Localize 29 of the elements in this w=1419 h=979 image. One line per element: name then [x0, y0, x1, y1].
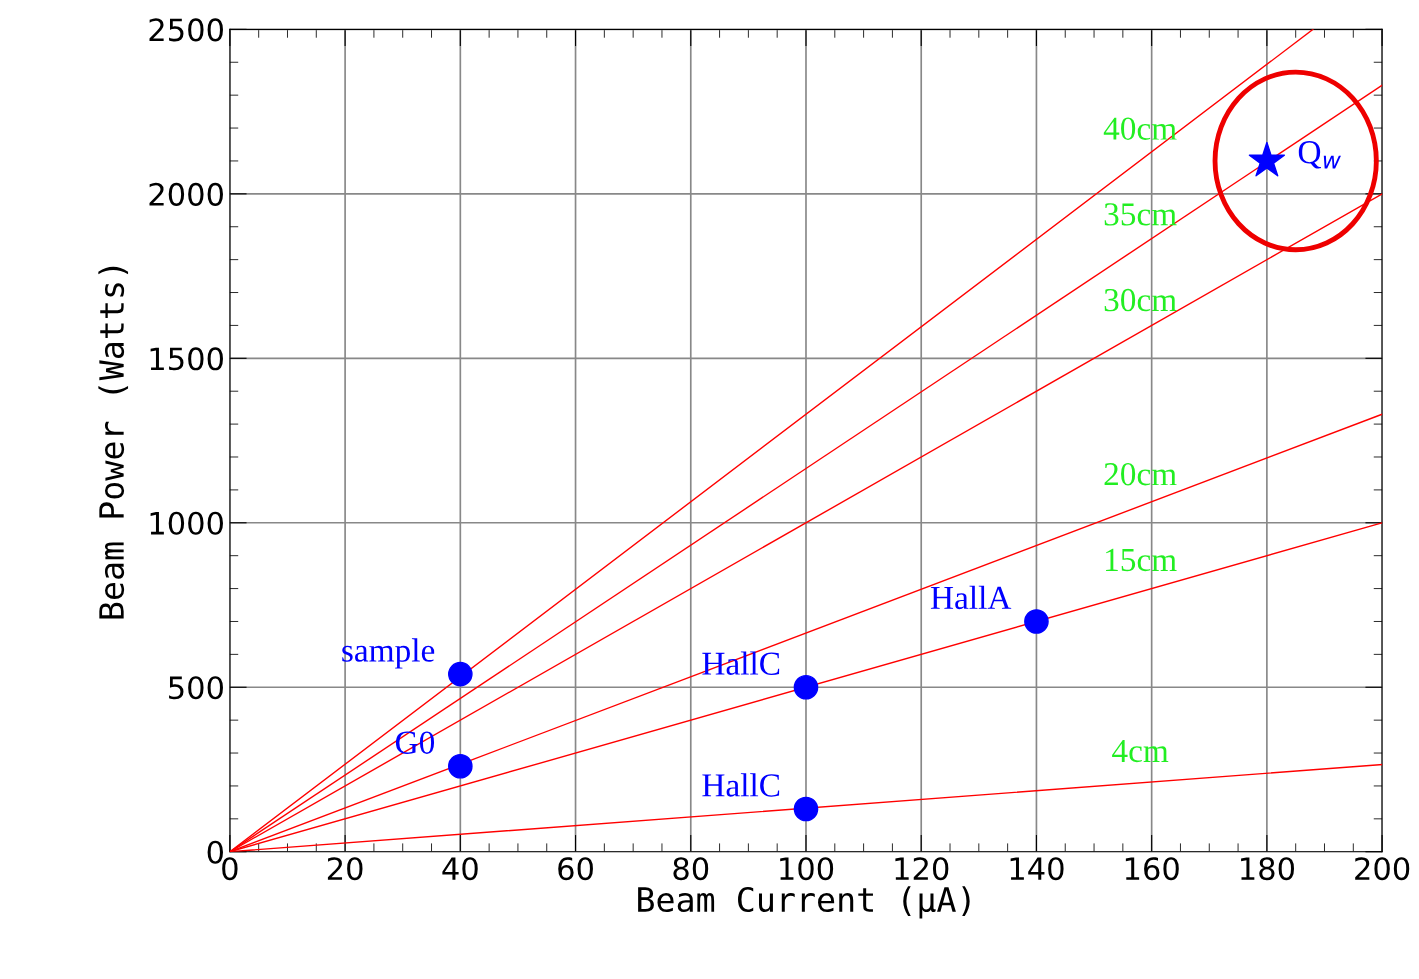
- series-label: 15cm: [1106, 548, 1177, 572]
- y-tick-label: 1500: [150, 347, 223, 371]
- data-label: Q$_{w}$: [1298, 141, 1341, 169]
- y-tick-label: 2000: [149, 182, 223, 206]
- x-tick-label: 60: [558, 857, 593, 881]
- x-tick-label: 40: [442, 857, 478, 881]
- series-label: 20cm: [1104, 462, 1177, 486]
- x-tick-label: 120: [895, 857, 949, 881]
- data-label: HallA: [930, 585, 1012, 610]
- series-label: 35cm: [1104, 203, 1177, 226]
- x-axis-title: Beam Current (μA): [638, 886, 970, 919]
- series-label: 40cm: [1103, 117, 1177, 140]
- x-tick-label: 140: [1010, 857, 1064, 881]
- series-label: 4cm: [1112, 739, 1169, 763]
- x-tick-label: 160: [1125, 857, 1179, 881]
- x-tick-label: 100: [780, 857, 834, 881]
- y-tick-label: 0: [207, 840, 223, 864]
- series-label: 30cm: [1104, 288, 1177, 312]
- y-tick-label: 500: [169, 676, 223, 700]
- y-tick-label: 2500: [149, 18, 223, 42]
- y-axis-title: Beam Power (Watts): [98, 266, 129, 619]
- data-label: sample: [342, 638, 435, 669]
- y-tick-label: 1000: [150, 511, 223, 535]
- x-tick-label: 180: [1241, 857, 1295, 881]
- x-tick-label: 80: [673, 857, 709, 881]
- x-tick-label: 200: [1355, 857, 1410, 881]
- data-label: HallC: [702, 773, 780, 797]
- x-tick-label: 20: [327, 857, 363, 881]
- x-tick-label: 0: [222, 857, 238, 881]
